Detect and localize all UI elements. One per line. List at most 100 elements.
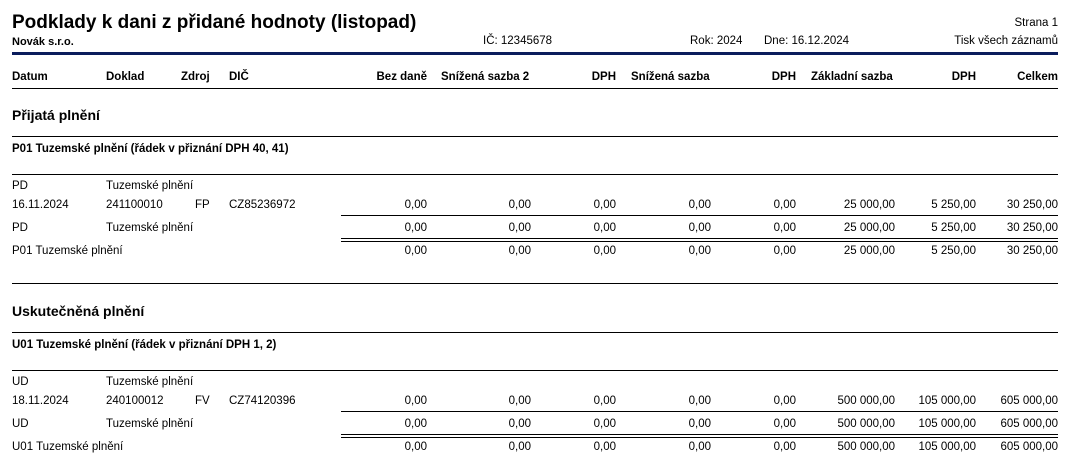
row-doklad: 241100010 — [106, 199, 163, 211]
total-label: P01 Tuzemské plnění — [12, 245, 123, 257]
group-divider — [12, 370, 1058, 371]
section-title-prijata: Přijatá plnění — [12, 107, 100, 123]
subtotal-zakladni: 25 000,00 — [843, 222, 895, 234]
col-zakladni-sazba: Základní sazba — [811, 71, 893, 83]
total-celkem: 30 250,00 — [1006, 245, 1058, 257]
row-zakladni: 25 000,00 — [843, 199, 895, 211]
total-snizena-2: 0,00 — [508, 441, 531, 453]
company-ico: IČ: 12345678 — [483, 35, 553, 47]
row-dph-3: 105 000,00 — [918, 395, 976, 407]
row-datum: 16.11.2024 — [12, 199, 69, 211]
total-bez-dane: 0,00 — [404, 245, 427, 257]
total-snizena: 0,00 — [688, 441, 711, 453]
print-mode: Tisk všech záznamů — [954, 35, 1058, 47]
subtotal-dph-2: 0,00 — [773, 418, 796, 430]
group-title-p01: P01 Tuzemské plnění (řádek v přiznání DP… — [12, 143, 289, 155]
subtotal-zakladni: 500 000,00 — [837, 418, 895, 430]
total-snizena: 0,00 — [688, 245, 711, 257]
col-zdroj: Zdroj — [181, 71, 210, 83]
subtotal-dph-3: 5 250,00 — [931, 222, 976, 234]
total-zakladni: 500 000,00 — [837, 441, 895, 453]
subtotal-snizena-2: 0,00 — [508, 222, 531, 234]
col-dic: DIČ — [229, 71, 249, 83]
row-snizena: 0,00 — [688, 395, 711, 407]
row-dic: CZ85236972 — [229, 199, 296, 211]
section-title-uskutecnena: Uskutečněná plnění — [12, 303, 145, 319]
type-label: Tuzemské plnění — [106, 376, 194, 388]
report-title: Podklady k dani z přidané hodnoty (listo… — [12, 12, 417, 33]
subtotal-label: Tuzemské plnění — [106, 222, 194, 234]
type-code: UD — [12, 376, 29, 388]
total-dph-2: 0,00 — [773, 441, 796, 453]
row-bez-dane: 0,00 — [404, 199, 427, 211]
col-doklad: Doklad — [106, 71, 145, 83]
col-snizena-sazba: Snížená sazba — [631, 71, 710, 83]
row-dph-3: 5 250,00 — [931, 199, 976, 211]
row-snizena-2: 0,00 — [508, 199, 531, 211]
double-underline-bottom — [341, 437, 1058, 438]
total-dph-1: 0,00 — [593, 245, 616, 257]
col-dph-1: DPH — [591, 71, 616, 83]
subtotal-bez-dane: 0,00 — [404, 418, 427, 430]
col-dph-3: DPH — [951, 71, 976, 83]
section-divider — [12, 332, 1058, 333]
col-celkem: Celkem — [1017, 71, 1058, 83]
row-snizena-2: 0,00 — [508, 395, 531, 407]
row-zdroj: FV — [195, 395, 210, 407]
col-snizena-sazba-2: Snížená sazba 2 — [441, 71, 530, 83]
subtotal-dph-3: 105 000,00 — [918, 418, 976, 430]
row-doklad: 240100012 — [106, 395, 164, 407]
double-underline-top — [341, 238, 1058, 239]
total-label: U01 Tuzemské plnění — [12, 441, 124, 453]
subtotal-label: Tuzemské plnění — [106, 418, 194, 430]
row-zakladni: 500 000,00 — [837, 395, 895, 407]
row-underline — [341, 411, 1058, 412]
subtotal-dph-1: 0,00 — [593, 418, 616, 430]
report-year: Rok: 2024 — [690, 35, 743, 47]
total-dph-3: 105 000,00 — [918, 441, 976, 453]
section-divider — [12, 136, 1058, 137]
total-zakladni: 25 000,00 — [843, 245, 895, 257]
subtotal-code: PD — [12, 222, 28, 234]
total-bez-dane: 0,00 — [404, 441, 427, 453]
col-bez-dane: Bez daně — [376, 71, 428, 83]
group-title-u01: U01 Tuzemské plnění (řádek v přiznání DP… — [12, 339, 277, 351]
type-code: PD — [12, 180, 28, 192]
subtotal-celkem: 605 000,00 — [1000, 418, 1058, 430]
row-datum: 18.11.2024 — [12, 395, 69, 407]
row-underline — [341, 215, 1058, 216]
subtotal-snizena: 0,00 — [688, 222, 711, 234]
total-dph-1: 0,00 — [593, 441, 616, 453]
subtotal-snizena: 0,00 — [688, 418, 711, 430]
group-divider — [12, 174, 1058, 175]
subtotal-dph-2: 0,00 — [773, 222, 796, 234]
subtotal-dph-1: 0,00 — [593, 222, 616, 234]
row-zdroj: FP — [195, 199, 210, 211]
col-dph-2: DPH — [771, 71, 796, 83]
total-dph-2: 0,00 — [773, 245, 796, 257]
column-header-divider — [12, 88, 1058, 89]
row-celkem: 605 000,00 — [1000, 395, 1058, 407]
row-celkem: 30 250,00 — [1006, 199, 1058, 211]
total-celkem: 605 000,00 — [1000, 441, 1058, 453]
row-dph-2: 0,00 — [773, 199, 796, 211]
header-divider — [12, 52, 1058, 55]
section-end-divider — [12, 283, 1058, 284]
report-date: Dne: 16.12.2024 — [764, 35, 850, 47]
row-dph-1: 0,00 — [593, 199, 616, 211]
company-name: Novák s.r.o. — [12, 36, 74, 48]
total-dph-3: 5 250,00 — [931, 245, 976, 257]
row-dic: CZ74120396 — [229, 395, 296, 407]
row-dph-1: 0,00 — [593, 395, 616, 407]
row-snizena: 0,00 — [688, 199, 711, 211]
subtotal-snizena-2: 0,00 — [508, 418, 531, 430]
subtotal-bez-dane: 0,00 — [404, 222, 427, 234]
type-label: Tuzemské plnění — [106, 180, 194, 192]
col-datum: Datum — [12, 71, 48, 83]
page-number: Strana 1 — [1014, 17, 1058, 29]
row-dph-2: 0,00 — [773, 395, 796, 407]
double-underline-bottom — [341, 241, 1058, 242]
row-bez-dane: 0,00 — [404, 395, 427, 407]
double-underline-top — [341, 434, 1058, 435]
subtotal-celkem: 30 250,00 — [1006, 222, 1058, 234]
